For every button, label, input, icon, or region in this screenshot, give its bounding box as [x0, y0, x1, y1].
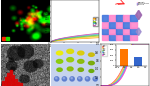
Ellipse shape [57, 68, 62, 71]
Ellipse shape [71, 77, 72, 79]
Bar [10, 70, 12, 86]
Bar [109, 34, 116, 40]
Ellipse shape [94, 77, 96, 79]
Ellipse shape [62, 77, 67, 81]
Bar [130, 28, 137, 34]
Ellipse shape [54, 77, 59, 81]
Bar [20, 83, 22, 86]
Bar [6, 37, 9, 40]
Ellipse shape [56, 60, 63, 63]
Bar [109, 28, 116, 34]
Legend: Cat1, Cat2, Cat3, Cat4, Cat5, Cat6: Cat1, Cat2, Cat3, Cat4, Cat5, Cat6 [93, 17, 98, 26]
Bar [109, 15, 116, 21]
Polygon shape [136, 28, 141, 36]
Ellipse shape [88, 61, 94, 65]
Ellipse shape [70, 77, 74, 81]
Bar [123, 15, 130, 21]
Bar [8, 73, 9, 86]
Bar [130, 22, 137, 28]
Ellipse shape [67, 67, 73, 71]
Ellipse shape [63, 77, 65, 79]
Polygon shape [136, 10, 142, 20]
Ellipse shape [78, 77, 82, 81]
Bar [5, 77, 6, 86]
Ellipse shape [67, 58, 74, 62]
Bar [130, 15, 137, 21]
Bar [102, 15, 108, 21]
Bar [123, 22, 130, 28]
Bar [116, 28, 123, 34]
Bar [116, 22, 123, 28]
Ellipse shape [85, 77, 90, 81]
Ellipse shape [56, 77, 57, 79]
Polygon shape [136, 10, 142, 20]
Ellipse shape [89, 69, 94, 72]
Ellipse shape [93, 77, 97, 81]
Ellipse shape [88, 53, 94, 56]
Legend: Perovskite, Hollandite TiO2, Hollandite: Perovskite, Hollandite TiO2, Hollandite [136, 1, 148, 5]
Ellipse shape [86, 77, 88, 79]
Bar [13, 75, 14, 86]
Legend: Cat1, Cat2, Cat3, Cat4, Cat5, Cat6, Cat7, Cat8: Cat1, Cat2, Cat3, Cat4, Cat5, Cat6, Cat7… [102, 45, 107, 56]
Bar [109, 22, 116, 28]
Ellipse shape [67, 49, 74, 53]
Bar [116, 15, 123, 21]
Bar [102, 34, 108, 40]
Bar [102, 28, 108, 34]
Bar [123, 28, 130, 34]
Ellipse shape [78, 51, 84, 55]
Ellipse shape [78, 68, 83, 71]
Bar [130, 34, 137, 40]
Ellipse shape [56, 51, 63, 55]
Ellipse shape [79, 77, 80, 79]
Bar [102, 22, 108, 28]
Bar [123, 34, 130, 40]
Bar [116, 34, 123, 40]
Bar [15, 79, 17, 86]
Ellipse shape [78, 60, 84, 63]
Bar [2, 37, 5, 40]
Bar [2, 81, 4, 86]
Bar [18, 82, 19, 86]
